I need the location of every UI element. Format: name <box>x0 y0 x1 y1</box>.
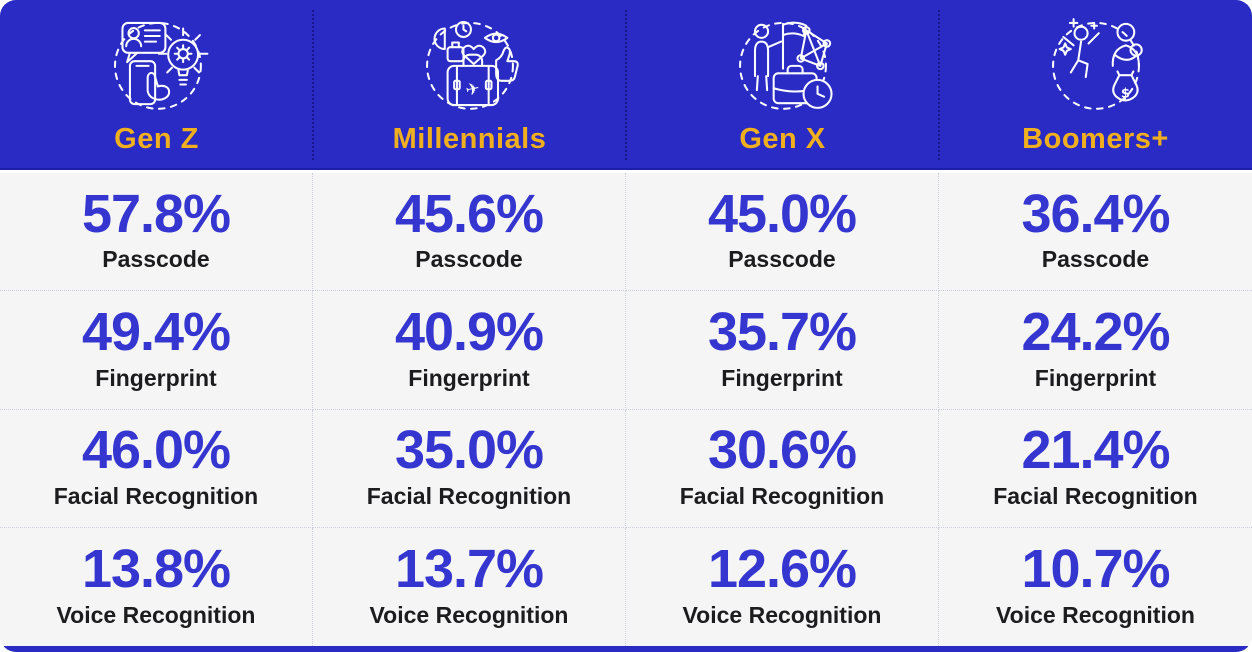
stat-label: Passcode <box>1041 246 1150 273</box>
stat-value: 13.8% <box>81 539 231 600</box>
header-col-gen-z: Gen Z <box>0 0 313 168</box>
stat-cell-genz-fingerprint: 49.4% Fingerprint <box>0 291 313 410</box>
stat-cell-genx-passcode: 45.0% Passcode <box>626 173 939 292</box>
stat-value: 30.6% <box>707 420 857 481</box>
stat-cell-boomers-fingerprint: 24.2% Fingerprint <box>939 291 1252 410</box>
stat-label: Facial Recognition <box>53 482 259 509</box>
gen-x-label: Gen X <box>739 123 826 155</box>
stat-value: 45.6% <box>394 183 544 244</box>
stat-cell-millennials-fingerprint: 40.9% Fingerprint <box>313 291 626 410</box>
stat-value: 57.8% <box>81 183 231 244</box>
millennials-label: Millennials <box>392 123 547 155</box>
stat-cell-boomers-voice: 10.7% Voice Recognition <box>939 528 1252 646</box>
stat-label: Fingerprint <box>95 364 217 391</box>
stat-cell-millennials-passcode: 45.6% Passcode <box>313 173 626 292</box>
svg-text:$: $ <box>1120 87 1129 102</box>
stat-cell-genz-facial: 46.0% Facial Recognition <box>0 409 313 528</box>
stat-cell-millennials-voice: 13.7% Voice Recognition <box>313 527 626 646</box>
gen-x-collage-icon <box>725 8 841 120</box>
stat-cell-boomers-facial: 21.4% Facial Recognition <box>939 410 1252 528</box>
stat-value: 35.7% <box>707 302 857 363</box>
stat-value: 46.0% <box>81 420 231 481</box>
stat-label: Fingerprint <box>1034 364 1157 391</box>
gen-z-collage-icon <box>99 8 215 120</box>
stat-value: 24.2% <box>1021 302 1170 363</box>
stat-cell-millennials-facial: 35.0% Facial Recognition <box>313 409 626 528</box>
stat-cell-genz-passcode: 57.8% Passcode <box>0 173 313 292</box>
stat-label: Voice Recognition <box>369 601 569 628</box>
stat-value: 45.0% <box>707 183 857 244</box>
stat-label: Voice Recognition <box>682 601 882 628</box>
stat-label: Passcode <box>728 246 836 273</box>
millennials-collage-icon: ✈ <box>412 8 528 120</box>
stat-cell-genx-fingerprint: 35.7% Fingerprint <box>626 291 939 410</box>
stat-value: 49.4% <box>81 302 231 363</box>
stat-value: 10.7% <box>1021 539 1170 600</box>
header-col-boomers: $ Boomers+ <box>938 0 1252 168</box>
stat-label: Facial Recognition <box>993 482 1198 509</box>
header-col-gen-x: Gen X <box>625 0 939 168</box>
boomers-plus-collage-icon: $ <box>1038 8 1154 120</box>
stat-label: Fingerprint <box>408 364 530 391</box>
gen-z-label: Gen Z <box>114 123 199 155</box>
stat-cell-genx-facial: 30.6% Facial Recognition <box>626 409 939 528</box>
svg-text:✈: ✈ <box>463 78 481 100</box>
stat-cell-boomers-passcode: 36.4% Passcode <box>939 173 1252 292</box>
stat-label: Voice Recognition <box>56 601 256 628</box>
stat-value: 12.6% <box>707 539 857 600</box>
stat-cell-genz-voice: 13.8% Voice Recognition <box>0 527 313 646</box>
stats-grid: 57.8% Passcode 45.6% Passcode 45.0% Pass… <box>0 170 1252 646</box>
stat-label: Passcode <box>415 246 523 273</box>
stat-label: Facial Recognition <box>679 482 885 509</box>
boomers-label: Boomers+ <box>1022 123 1169 155</box>
stat-value: 21.4% <box>1021 420 1170 481</box>
stat-label: Facial Recognition <box>366 482 572 509</box>
stat-label: Fingerprint <box>721 364 843 391</box>
stat-value: 35.0% <box>394 420 544 481</box>
footer-accent-bar <box>0 646 1252 652</box>
stat-label: Voice Recognition <box>996 601 1195 628</box>
generation-header-band: Gen Z <box>0 0 1252 170</box>
stat-value: 13.7% <box>394 539 544 600</box>
stat-label: Passcode <box>102 246 210 273</box>
stat-value: 36.4% <box>1021 183 1170 244</box>
stat-value: 40.9% <box>394 302 544 363</box>
stat-cell-genx-voice: 12.6% Voice Recognition <box>626 527 939 646</box>
header-col-millennials: ✈ Millennials <box>312 0 626 168</box>
